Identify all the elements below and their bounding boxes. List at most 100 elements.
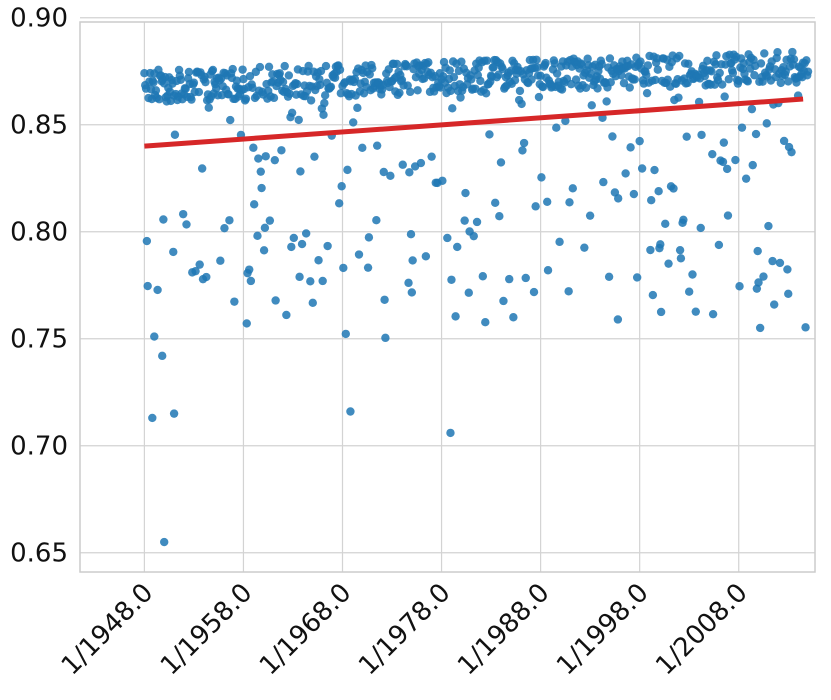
data-point [731,155,740,165]
data-point [386,171,395,181]
y-tick-label: 0.80 [10,218,68,248]
data-point [495,211,504,221]
data-point [158,351,167,361]
data-point [613,194,623,203]
x-tick-label: 1/1998.0 [551,578,654,681]
data-point [608,132,617,141]
data-point [555,237,564,247]
data-point [353,103,362,113]
data-point [675,51,684,61]
data-point [275,69,284,78]
data-point [337,182,346,191]
data-point [469,231,478,241]
data-point [239,74,248,84]
data-point [169,247,178,257]
data-point [787,147,796,157]
data-point [491,198,500,208]
data-point [755,323,765,333]
data-point [245,265,254,274]
data-point [343,165,352,175]
data-point [187,95,196,104]
data-point [278,77,288,87]
data-point [642,70,651,80]
data-point [194,87,204,97]
data-point [801,323,810,332]
data-point [802,56,811,65]
data-point [646,245,655,255]
data-point [349,118,358,127]
data-point [294,115,303,125]
data-point [448,104,457,113]
data-point [776,78,785,88]
data-point [346,407,355,416]
y-tick-labels: 0.65 0.70 0.75 0.80 0.85 0.90 [10,4,68,569]
data-point [747,104,757,114]
data-point [295,272,304,282]
data-point [529,287,539,297]
data-point [735,282,744,291]
data-point [150,332,159,341]
data-point [714,240,724,250]
data-point [581,83,591,92]
data-point [663,75,672,84]
data-point [719,138,729,147]
data-point [191,266,200,276]
data-point [216,256,225,265]
data-point [552,123,561,132]
x-tick-label: 1/1988.0 [452,578,555,681]
data-point [306,96,316,105]
data-point [406,230,416,239]
data-point [534,92,544,102]
data-point [407,288,417,297]
data-point [669,184,678,193]
data-point [696,223,705,233]
data-point [768,256,777,266]
data-point [679,215,688,224]
plot-background [80,22,815,572]
data-point [405,168,414,177]
data-point [461,188,470,198]
data-point [226,115,235,125]
data-point [587,101,596,110]
data-point [301,229,311,238]
data-point [261,152,270,161]
data-point [753,246,762,256]
data-point [208,65,218,75]
y-tick-label: 0.75 [10,325,68,355]
data-point [541,58,550,68]
data-point [404,278,413,288]
data-point [451,312,460,321]
data-point [626,143,635,152]
data-point [285,89,294,98]
data-point [306,277,315,286]
data-point [249,143,258,152]
data-point [189,78,199,87]
plot-frame [79,21,816,573]
data-point [416,158,426,168]
data-point [350,74,360,84]
data-point [277,146,286,155]
data-point [379,167,388,177]
data-point [249,200,259,209]
data-point [363,263,373,272]
x-tick-label: 1/1958.0 [155,578,258,681]
data-point [652,54,662,63]
data-point [643,61,653,70]
data-point [708,149,717,159]
data-point [499,296,508,306]
data-point [617,71,626,80]
data-point [241,94,251,103]
data-point [296,167,305,176]
data-point [764,221,773,231]
data-point [543,197,552,206]
data-point [238,65,247,74]
data-point [661,219,670,228]
data-point [289,233,298,243]
data-point [718,157,728,167]
data-point [304,61,313,71]
data-point [650,165,659,175]
data-point [255,62,265,72]
data-point [684,59,693,69]
data-point [438,176,447,185]
data-point [271,296,280,305]
